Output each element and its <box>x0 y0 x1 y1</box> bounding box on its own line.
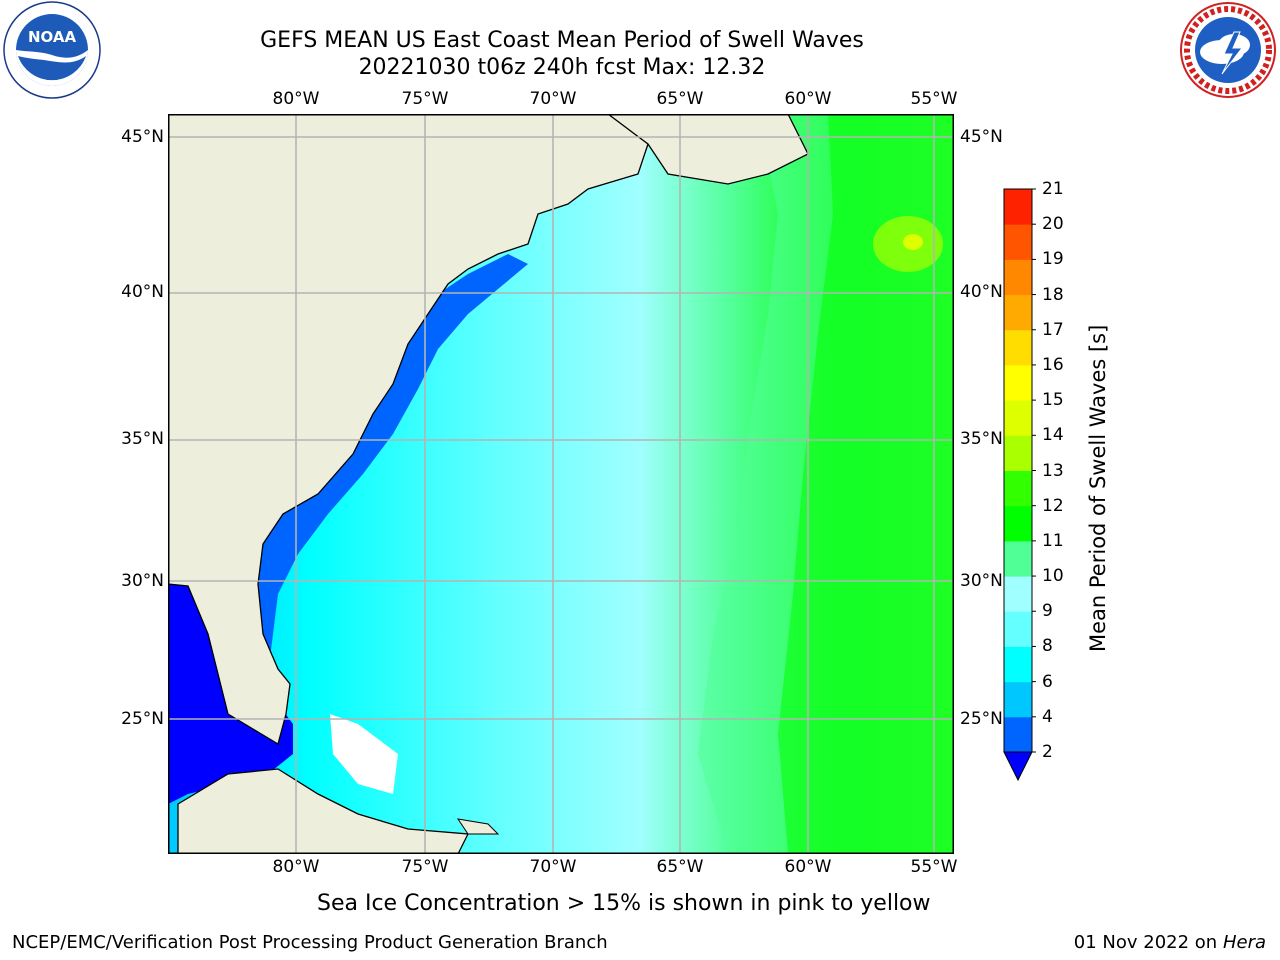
graticule <box>168 114 954 854</box>
lat-label-left: 40°N <box>121 282 164 302</box>
colorbar-tick-label: 12 <box>1042 495 1064 516</box>
lat-label-right: 35°N <box>960 429 1003 449</box>
band-10 <box>778 114 954 854</box>
lon-label-bottom: 55°W <box>910 857 958 877</box>
colorbar-tick-label: 8 <box>1042 636 1053 657</box>
land-cuba <box>177 768 470 854</box>
lon-label-top: 65°W <box>656 89 704 109</box>
colorbar-segment <box>1004 435 1032 471</box>
colorbar-segment <box>1004 470 1032 507</box>
colorbar-tick-label: 18 <box>1042 284 1064 305</box>
colorbar-tick-label: 20 <box>1042 214 1064 235</box>
lat-label-right: 25°N <box>960 709 1003 729</box>
colorbar-segment <box>1004 681 1032 718</box>
noaa-logo: NOAA <box>0 0 104 100</box>
run-date-text: 01 Nov 2022 on <box>1073 932 1218 953</box>
land-north-america <box>168 114 670 746</box>
colorbar-segment <box>1004 294 1032 331</box>
colorbar-tick-label: 19 <box>1042 249 1064 270</box>
lon-label-top: 80°W <box>272 89 320 109</box>
colorbar-segment <box>1004 400 1032 436</box>
colorbar-segment <box>1004 505 1032 542</box>
colorbar-tick-label: 10 <box>1042 566 1064 587</box>
colorbar-segment <box>1004 364 1032 401</box>
colorbar <box>1003 188 1036 782</box>
land-nova-scotia <box>606 114 809 185</box>
lon-label-top: 55°W <box>910 89 958 109</box>
lon-label-top: 60°W <box>784 89 832 109</box>
colorbar-tick-label: 21 <box>1042 179 1064 199</box>
colorbar-title: Mean Period of Swell Waves [s] <box>1086 324 1110 652</box>
lat-label-right: 45°N <box>960 127 1003 147</box>
colorbar-segment <box>1004 259 1032 296</box>
lon-label-bottom: 60°W <box>784 857 832 877</box>
colorbar-tick-label: 6 <box>1042 671 1053 692</box>
branch-credit: NCEP/EMC/Verification Post Processing Pr… <box>12 932 608 953</box>
band-13 <box>903 234 923 250</box>
colorbar-tick-label: 9 <box>1042 601 1053 622</box>
colorbar-tick-label: 13 <box>1042 460 1064 481</box>
chart-subtitle: 20221030 t06z 240h fcst Max: 12.32 <box>358 55 766 80</box>
lon-label-bottom: 65°W <box>656 857 704 877</box>
sea-ice-note: Sea Ice Concentration > 15% is shown in … <box>317 891 931 916</box>
lat-label-right: 40°N <box>960 282 1003 302</box>
noaa-logo-text: NOAA <box>28 28 77 46</box>
colorbar-segment <box>1004 189 1032 225</box>
colorbar-tick-label: 16 <box>1042 354 1064 375</box>
bahamas-banks <box>330 714 398 794</box>
run-date: 01 Nov 2022 on Hera <box>1074 932 1266 954</box>
colorbar-extension <box>1003 751 1033 782</box>
lon-label-bottom: 70°W <box>529 857 577 877</box>
colorbar-segment <box>1004 224 1032 260</box>
lat-label-left: 30°N <box>121 571 164 591</box>
swell-period-map <box>168 114 954 854</box>
colorbar-tick-label: 17 <box>1042 319 1064 340</box>
land-hispaniola <box>456 818 500 835</box>
colorbar-tick-label: 15 <box>1042 390 1064 411</box>
colorbar-segment <box>1004 611 1032 647</box>
colorbar-segment <box>1004 646 1032 683</box>
colorbar-tick-label: 4 <box>1042 706 1053 727</box>
lon-label-top: 70°W <box>529 89 577 109</box>
colorbar-segment <box>1004 329 1032 366</box>
lon-label-top: 75°W <box>401 89 449 109</box>
lon-label-bottom: 75°W <box>401 857 449 877</box>
colorbar-segment <box>1004 576 1032 612</box>
colorbar-tick-label: 14 <box>1042 425 1064 446</box>
lat-label-left: 25°N <box>121 709 164 729</box>
colorbar-tick-label: 11 <box>1042 530 1064 551</box>
machine-name: Hera <box>1222 932 1266 953</box>
colorbar-tick-label: 2 <box>1042 742 1053 762</box>
chart-title: GEFS MEAN US East Coast Mean Period of S… <box>260 28 864 53</box>
map-frame <box>168 114 954 854</box>
nws-logo <box>1176 0 1280 100</box>
lon-label-bottom: 80°W <box>272 857 320 877</box>
lat-label-right: 30°N <box>960 571 1003 591</box>
colorbar-segment <box>1004 716 1032 753</box>
colorbar-segment <box>1004 540 1032 577</box>
lat-label-left: 45°N <box>121 127 164 147</box>
lat-label-left: 35°N <box>121 429 164 449</box>
